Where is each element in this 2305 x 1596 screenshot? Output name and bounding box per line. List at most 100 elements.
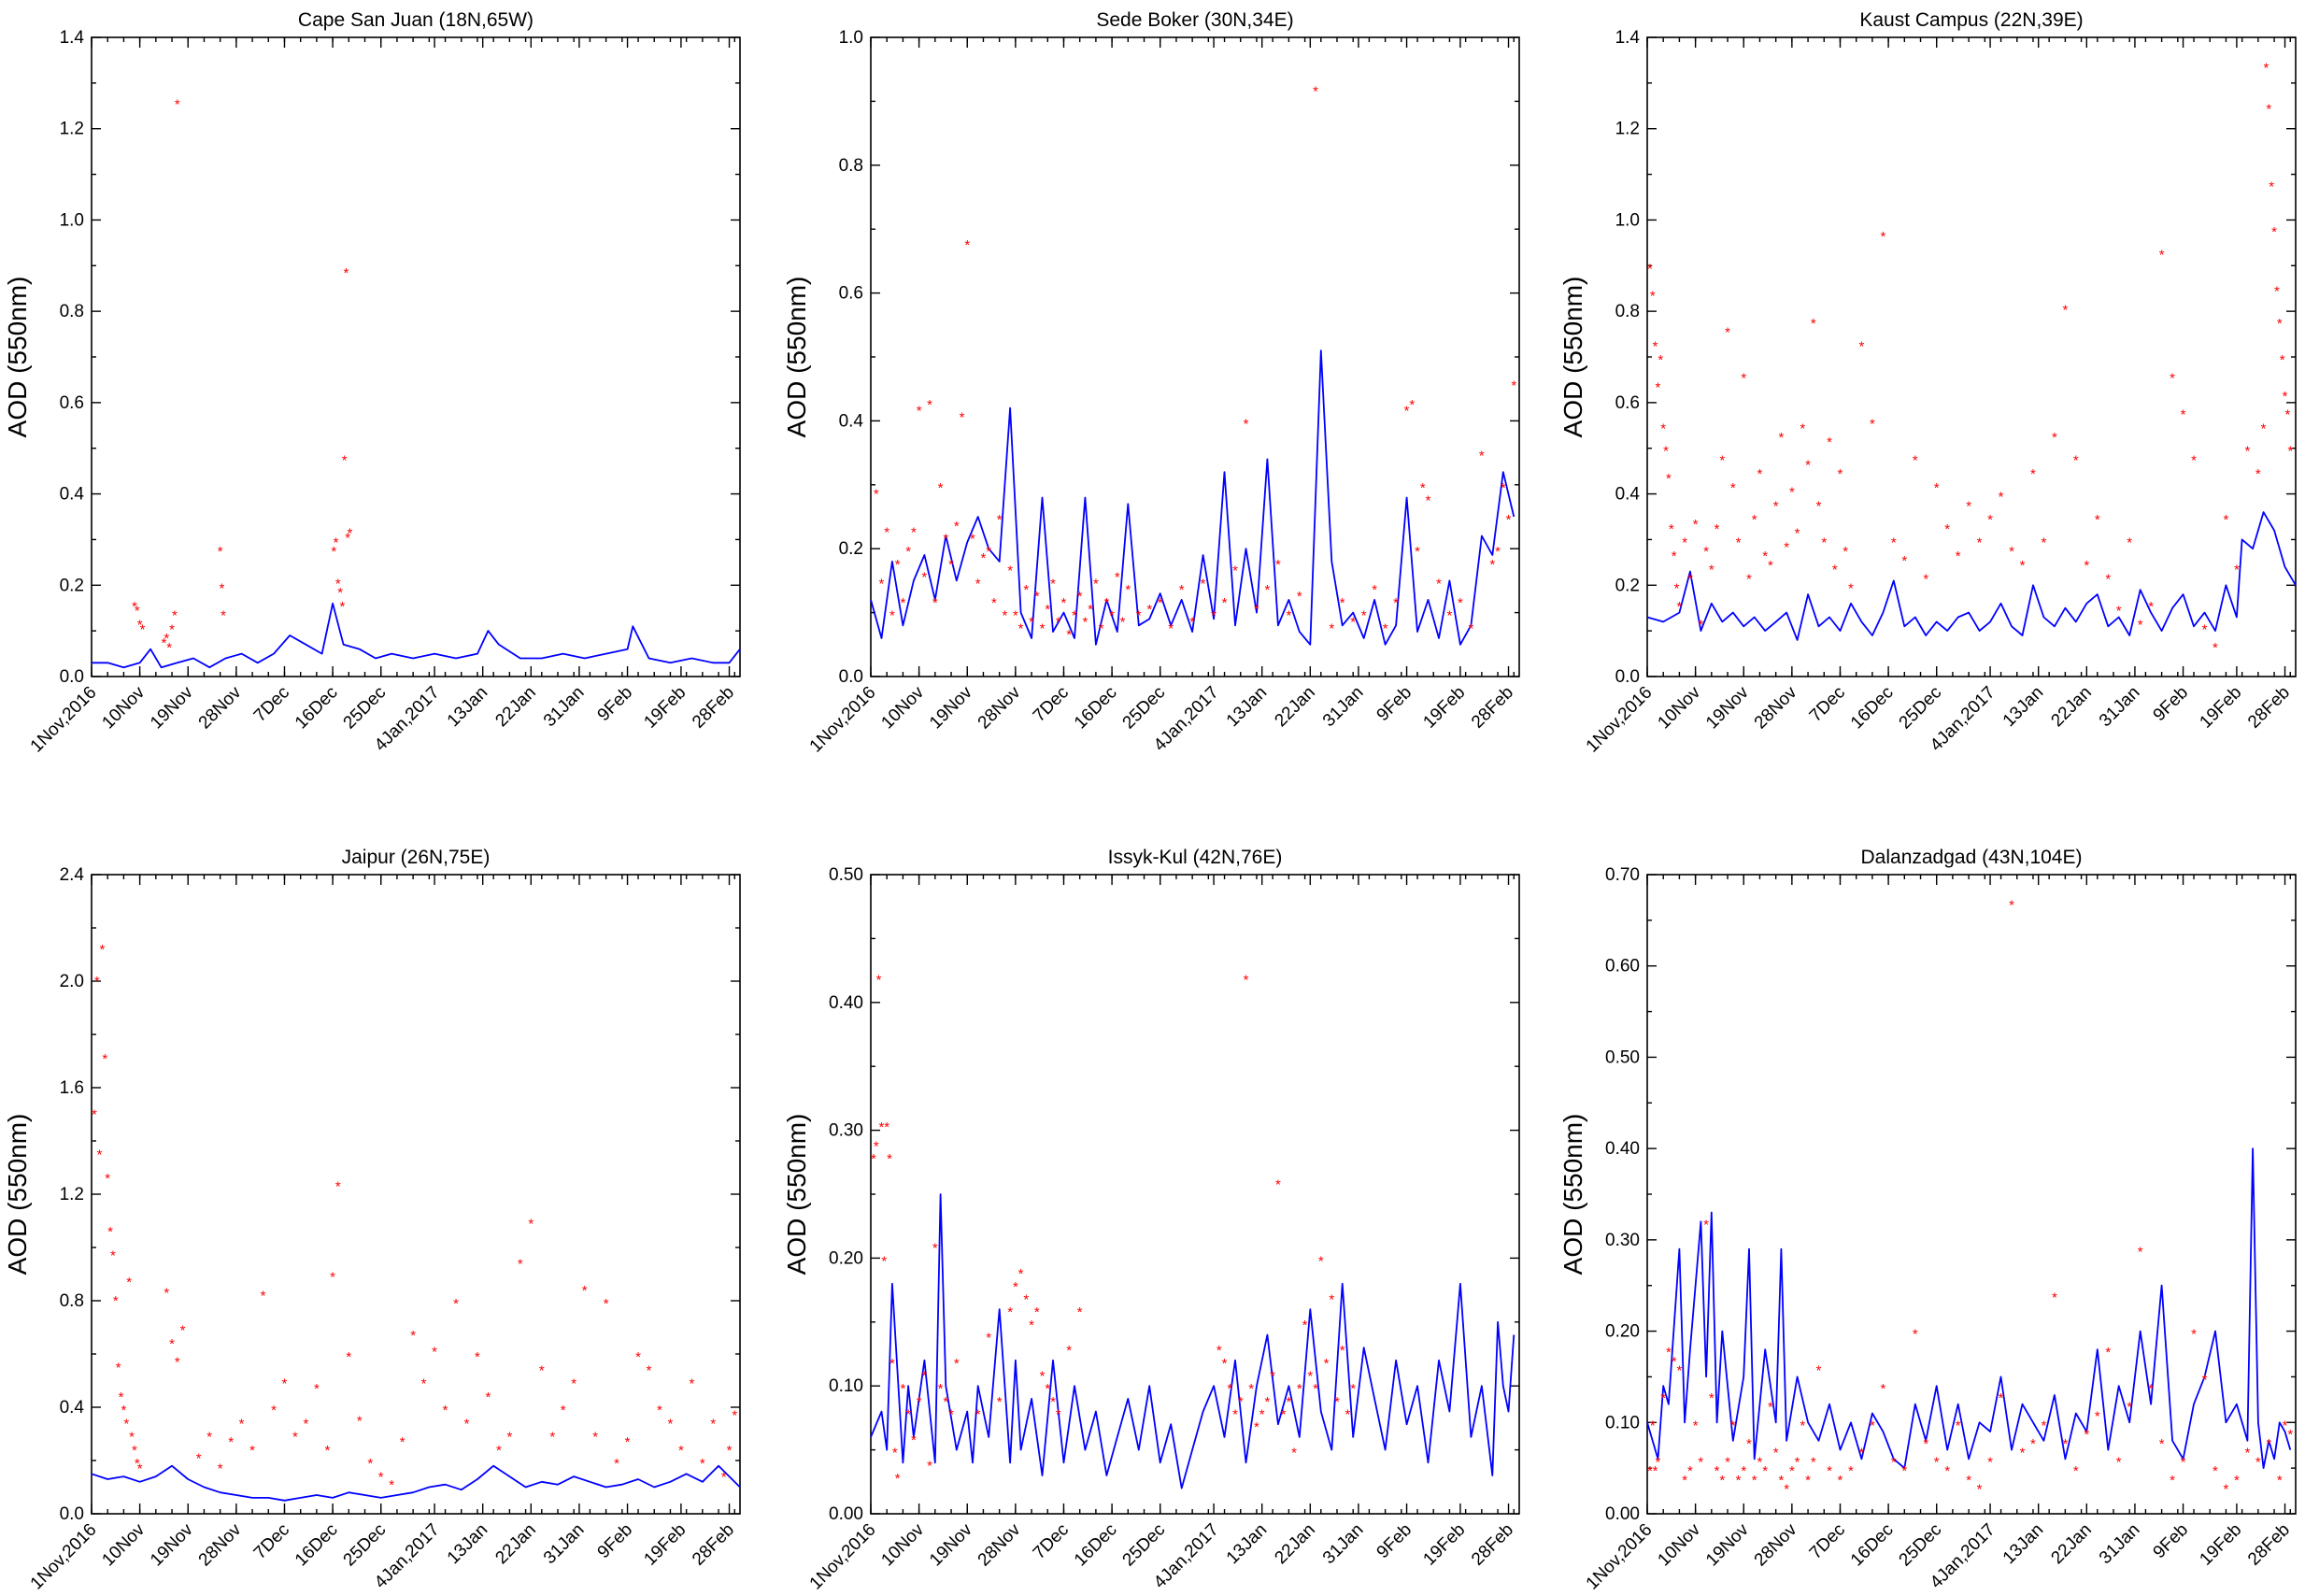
x-tick-label: 9Feb xyxy=(2150,683,2192,725)
observation-point: * xyxy=(1302,1318,1308,1333)
observation-point: * xyxy=(1669,521,1674,537)
observation-point: * xyxy=(1663,444,1669,460)
x-tick-label: 7Dec xyxy=(1030,683,1073,726)
chart-panel-3: Kaust Campus (22N,39E) AOD (550nm) 0.0 0.2 0… xyxy=(1558,9,2297,757)
observation-point: * xyxy=(464,1416,470,1432)
x-tick-label: 19Feb xyxy=(2197,683,2246,733)
y-tick-label: 0.4 xyxy=(839,411,864,431)
y-tick-label: 0.4 xyxy=(60,485,85,505)
observation-point: * xyxy=(2042,1418,2047,1433)
observation-point: * xyxy=(175,1355,180,1371)
observation-point: * xyxy=(1789,485,1795,501)
observation-point: * xyxy=(1709,563,1715,578)
observation-point: * xyxy=(1784,1482,1789,1498)
y-tick-label: 0.40 xyxy=(829,993,863,1013)
observation-point: * xyxy=(1698,1454,1703,1470)
observation-point: * xyxy=(727,1443,733,1459)
observation-point: * xyxy=(1506,512,1512,528)
observation-point: * xyxy=(1013,608,1018,624)
x-tick-label: 1Nov,2016 xyxy=(27,1520,101,1594)
y-tick-label: 1.4 xyxy=(1615,28,1641,48)
observation-point: * xyxy=(1120,614,1126,630)
observation-point: * xyxy=(889,1356,895,1372)
y-tick-label: 0.6 xyxy=(839,284,863,304)
observation-point: * xyxy=(1956,549,1961,564)
observation-point: * xyxy=(1254,1419,1259,1435)
observation-point: * xyxy=(1248,1381,1254,1397)
observation-point: * xyxy=(1259,1407,1265,1423)
observation-point: * xyxy=(303,1416,308,1432)
observation-point: * xyxy=(1350,1381,1356,1397)
observation-point: * xyxy=(164,631,169,647)
observation-point: * xyxy=(1778,1473,1784,1489)
x-tick-label: 13Jan xyxy=(444,683,491,731)
observation-point: * xyxy=(1676,599,1682,615)
x-tick-label: 22Jan xyxy=(2047,1520,2095,1568)
observation-point: * xyxy=(1211,608,1217,624)
observation-point: * xyxy=(331,544,336,560)
observation-point: * xyxy=(2148,1381,2154,1397)
observation-point: * xyxy=(1056,614,1061,630)
observation-point: * xyxy=(2052,1290,2057,1305)
observation-point: * xyxy=(1329,1291,1334,1307)
observation-point: * xyxy=(571,1376,576,1392)
model-aod-line xyxy=(1646,1147,2292,1469)
x-tick-label: 28Feb xyxy=(689,1520,738,1570)
observation-point: * xyxy=(1340,595,1345,611)
observation-point: * xyxy=(1682,534,1687,550)
observation-point: * xyxy=(1698,617,1703,633)
observation-point: * xyxy=(113,1293,119,1309)
observation-point: * xyxy=(1436,576,1442,591)
observation-point: * xyxy=(2224,1482,2229,1498)
observation-point: * xyxy=(1660,420,1666,436)
observation-point: * xyxy=(1340,1343,1345,1359)
observation-point: * xyxy=(1715,521,1720,537)
observation-point: * xyxy=(635,1349,641,1365)
y-tick-label: 1.0 xyxy=(60,210,84,230)
y-tick-label: 0.8 xyxy=(60,302,84,321)
observation-point: * xyxy=(2073,1463,2079,1479)
observation-point: * xyxy=(1795,1454,1800,1470)
observation-point: * xyxy=(1977,1482,1983,1498)
observation-point: * xyxy=(1647,1463,1653,1479)
x-tick-label: 7Dec xyxy=(250,683,293,726)
chart-panel-2: Sede Boker (30N,34E) AOD (550nm) 0.0 0.2 0.4… xyxy=(782,9,1520,757)
observation-point: * xyxy=(2095,1409,2100,1425)
observation-point: * xyxy=(1489,557,1495,573)
observation-point: * xyxy=(2234,1473,2240,1489)
observation-point: * xyxy=(900,595,905,611)
observation-point: * xyxy=(921,570,927,586)
observation-point: * xyxy=(884,525,889,541)
observation-point: * xyxy=(539,1362,545,1378)
observation-point: * xyxy=(1281,1407,1287,1423)
observation-point: * xyxy=(887,1151,892,1167)
x-tick-label: 16Dec xyxy=(292,1520,342,1571)
observation-point: * xyxy=(2274,284,2280,300)
model-aod-line xyxy=(1646,511,2297,641)
plot-frame xyxy=(870,36,1520,677)
observation-point: * xyxy=(1447,608,1453,624)
observation-point: * xyxy=(1944,521,1950,537)
observation-point: * xyxy=(1773,1446,1779,1461)
observation-point: * xyxy=(340,599,346,615)
observation-point: * xyxy=(1345,1407,1351,1423)
y-tick-label: 0.60 xyxy=(1605,957,1640,976)
y-tick-label: 2.0 xyxy=(60,972,84,991)
observation-point: * xyxy=(582,1283,588,1299)
y-tick-label: 0.70 xyxy=(1605,865,1640,885)
observation-point: * xyxy=(180,1323,186,1339)
observation-point: * xyxy=(1934,1454,1940,1470)
observation-point: * xyxy=(1891,534,1897,550)
x-tick-label: 31Jan xyxy=(540,683,588,731)
observation-point: * xyxy=(1832,563,1838,578)
observation-point: * xyxy=(219,580,224,596)
x-tick-label: 9Feb xyxy=(1373,683,1416,725)
observation-point: * xyxy=(1923,1436,1928,1452)
observation-point: * xyxy=(1189,614,1195,630)
observation-point: * xyxy=(1999,1390,2004,1406)
observation-point: * xyxy=(218,544,223,560)
observation-point: * xyxy=(496,1443,502,1459)
observation-point: * xyxy=(948,1407,954,1423)
observation-point: * xyxy=(943,1394,948,1410)
observation-point: * xyxy=(1730,480,1736,496)
